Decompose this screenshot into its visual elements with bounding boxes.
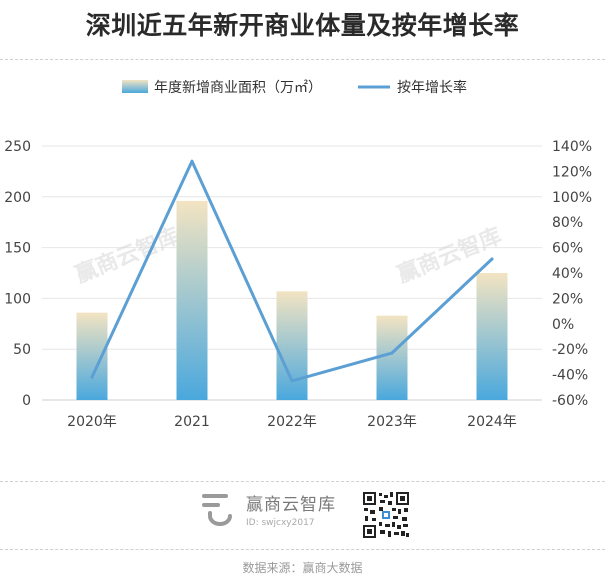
legend-line-label: 按年增长率	[397, 79, 467, 96]
brand-name: 赢商云智库	[246, 495, 336, 515]
line-point	[290, 379, 294, 383]
y-right-tick-label: 80%	[552, 215, 583, 231]
x-tick-label: 2020年	[67, 414, 117, 430]
bar	[376, 315, 408, 400]
x-tick-label: 2023年	[367, 414, 417, 430]
y-right-tick-label: -40%	[552, 368, 588, 384]
y-right-tick-label: 140%	[552, 139, 592, 155]
y-right-tick-label: 0%	[552, 317, 574, 333]
legend-bar-label: 年度新增商业面积（万㎡）	[154, 80, 322, 96]
brand-logo-icon	[202, 494, 232, 526]
y-right-tick-label: 60%	[552, 241, 583, 257]
y-right-tick-label: 120%	[552, 164, 592, 180]
combo-chart: 年度新增商业面积（万㎡） 按年增长率 赢商云智库 赢商云智库 05010015020…	[4, 79, 592, 430]
bar	[276, 291, 308, 400]
legend: 年度新增商业面积（万㎡） 按年增长率	[122, 79, 467, 96]
top-divider	[0, 59, 605, 60]
y-left-tick-label: 150	[4, 241, 31, 257]
x-tick-label: 2021	[174, 414, 210, 430]
x-tick-label: 2022年	[267, 414, 317, 430]
line-series	[90, 159, 494, 383]
y-axis-right: -60% -40% -20% 0% 20% 40% 60% 80% 100% 120% 140%	[552, 139, 592, 409]
y-right-tick-label: 40%	[552, 266, 583, 282]
legend-bar-swatch	[122, 80, 148, 93]
x-axis: 2020年 2021 2022年 2023年 2024年	[67, 414, 517, 430]
line-point	[90, 375, 94, 379]
brand-id: ID: swjcxy2017	[246, 518, 315, 528]
footer-divider-top	[0, 481, 605, 482]
y-right-tick-label: 20%	[552, 291, 583, 307]
y-left-tick-label: 50	[13, 342, 31, 358]
bar	[476, 273, 508, 400]
y-axis-left: 0 50 100 150 200 250	[4, 139, 31, 409]
x-tick-label: 2024年	[467, 414, 517, 430]
chart-title: 深圳近五年新开商业体量及按年增长率	[85, 11, 520, 40]
footer-brand: 赢商云智库 ID: swjcxy2017	[200, 490, 336, 528]
watermark-text: 赢商云智库	[72, 223, 184, 288]
y-left-tick-label: 100	[4, 291, 31, 307]
y-right-tick-label: 100%	[552, 190, 592, 206]
line-point	[390, 351, 394, 355]
y-right-tick-label: -20%	[552, 342, 588, 358]
y-right-tick-label: -60%	[552, 393, 588, 409]
line-point	[490, 257, 494, 261]
line-point	[190, 159, 194, 163]
grid-lines	[42, 145, 542, 401]
y-left-tick-label: 200	[4, 190, 31, 206]
y-left-tick-label: 0	[22, 393, 31, 409]
data-source: 数据来源：赢商大数据	[242, 561, 363, 575]
y-left-tick-label: 250	[4, 139, 31, 155]
qr-code-icon	[362, 491, 410, 539]
bar	[176, 200, 208, 400]
bar-series	[76, 200, 508, 400]
footer-divider-bottom	[0, 549, 605, 550]
